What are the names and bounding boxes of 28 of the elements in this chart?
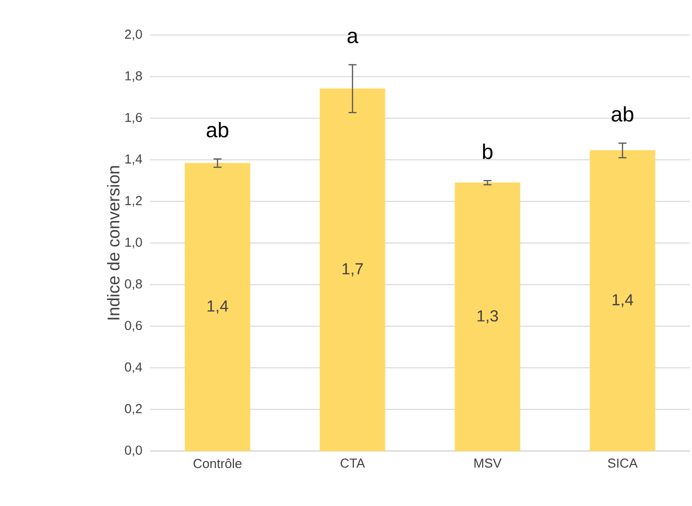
y-tick-label: 0,4 [124,362,142,374]
annotation: a [348,32,358,44]
annotation: ab [206,122,228,138]
annotation: b [483,144,492,160]
data-label: 1,4 [612,294,634,308]
bar [590,150,656,452]
y-tick-label: 0,6 [124,320,142,332]
data-label: 1,3 [478,310,498,324]
y-tick-label: 1,6 [125,112,142,124]
data-label: 1,7 [342,263,363,276]
y-tick-label: 1,2 [125,196,142,207]
bar [184,162,250,452]
bar [320,88,386,452]
y-tick-label: 0,8 [124,279,142,290]
y-tick-label: 0,0 [124,446,142,456]
x-tick-label: SICA [608,458,638,468]
y-tick-label: 1,4 [125,154,142,166]
bar [454,182,520,452]
x-tick-label: Contrôle [194,458,242,468]
y-tick-label: 1,8 [125,71,142,82]
y-tick-label: 0,2 [124,404,142,415]
y-tick-label: 1,0 [125,238,142,248]
data-label: 1,4 [208,300,228,314]
y-tick-label: 2,0 [125,30,142,40]
x-tick-label: CTA [340,458,365,468]
annotation: ab [612,106,634,122]
x-tick-label: MSV [474,458,502,468]
y-axis-title: Indice de conversion [107,166,120,320]
